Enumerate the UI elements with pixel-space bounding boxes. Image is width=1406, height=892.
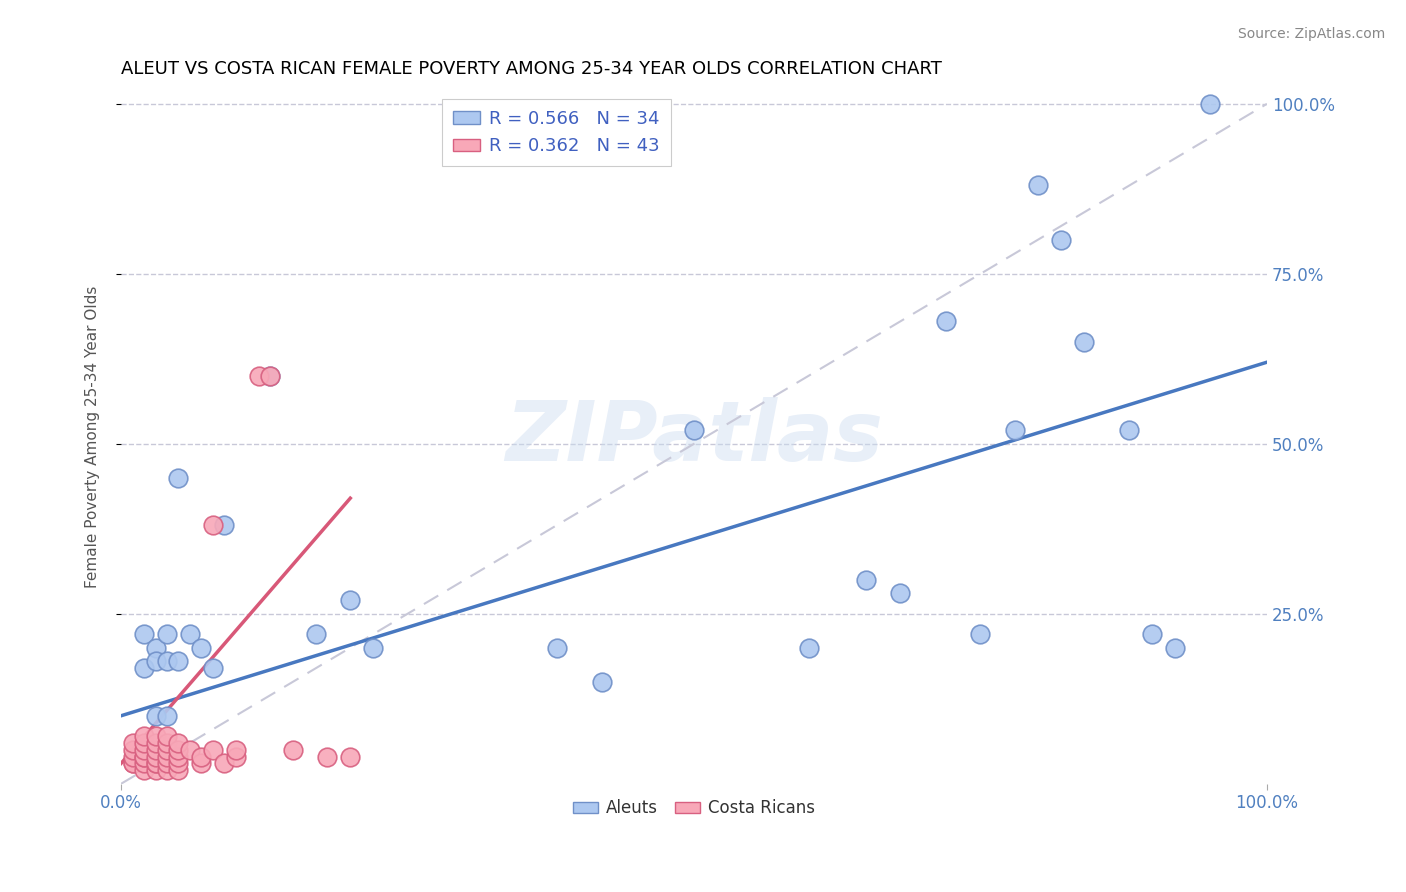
Point — [546, 640, 568, 655]
Point — [156, 763, 179, 777]
Point — [132, 627, 155, 641]
Point — [339, 593, 361, 607]
Point — [259, 368, 281, 383]
Point — [145, 743, 167, 757]
Point — [167, 743, 190, 757]
Point — [361, 640, 384, 655]
Point — [281, 743, 304, 757]
Point — [225, 743, 247, 757]
Point — [339, 749, 361, 764]
Point — [683, 423, 706, 437]
Point — [132, 749, 155, 764]
Point — [145, 640, 167, 655]
Point — [156, 749, 179, 764]
Point — [935, 314, 957, 328]
Point — [316, 749, 339, 764]
Point — [121, 756, 143, 771]
Point — [1118, 423, 1140, 437]
Point — [121, 749, 143, 764]
Point — [1026, 178, 1049, 193]
Point — [121, 736, 143, 750]
Point — [969, 627, 991, 641]
Point — [201, 661, 224, 675]
Point — [167, 749, 190, 764]
Point — [156, 736, 179, 750]
Point — [156, 627, 179, 641]
Point — [1073, 334, 1095, 349]
Point — [1142, 627, 1164, 641]
Point — [259, 368, 281, 383]
Point — [145, 756, 167, 771]
Point — [167, 654, 190, 668]
Point — [132, 729, 155, 743]
Point — [167, 756, 190, 771]
Point — [201, 518, 224, 533]
Point — [156, 729, 179, 743]
Point — [145, 708, 167, 723]
Point — [132, 763, 155, 777]
Point — [145, 749, 167, 764]
Point — [132, 661, 155, 675]
Point — [190, 749, 212, 764]
Point — [1164, 640, 1187, 655]
Point — [212, 756, 235, 771]
Point — [132, 736, 155, 750]
Point — [247, 368, 270, 383]
Point — [167, 763, 190, 777]
Point — [156, 756, 179, 771]
Point — [121, 743, 143, 757]
Point — [145, 729, 167, 743]
Point — [225, 749, 247, 764]
Point — [212, 518, 235, 533]
Y-axis label: Female Poverty Among 25-34 Year Olds: Female Poverty Among 25-34 Year Olds — [86, 285, 100, 588]
Point — [132, 756, 155, 771]
Point — [132, 743, 155, 757]
Point — [145, 756, 167, 771]
Point — [591, 674, 613, 689]
Point — [1004, 423, 1026, 437]
Point — [889, 586, 911, 600]
Text: Source: ZipAtlas.com: Source: ZipAtlas.com — [1237, 27, 1385, 41]
Point — [121, 756, 143, 771]
Point — [167, 736, 190, 750]
Point — [132, 749, 155, 764]
Point — [179, 743, 201, 757]
Point — [145, 763, 167, 777]
Point — [1049, 233, 1071, 247]
Point — [145, 736, 167, 750]
Point — [179, 627, 201, 641]
Point — [190, 640, 212, 655]
Point — [797, 640, 820, 655]
Text: ALEUT VS COSTA RICAN FEMALE POVERTY AMONG 25-34 YEAR OLDS CORRELATION CHART: ALEUT VS COSTA RICAN FEMALE POVERTY AMON… — [121, 60, 942, 78]
Point — [190, 756, 212, 771]
Point — [145, 654, 167, 668]
Point — [1198, 96, 1220, 111]
Point — [156, 743, 179, 757]
Point — [156, 654, 179, 668]
Legend: Aleuts, Costa Ricans: Aleuts, Costa Ricans — [567, 793, 823, 824]
Point — [156, 708, 179, 723]
Point — [201, 743, 224, 757]
Point — [855, 573, 877, 587]
Point — [167, 471, 190, 485]
Text: ZIPatlas: ZIPatlas — [505, 397, 883, 477]
Point — [305, 627, 328, 641]
